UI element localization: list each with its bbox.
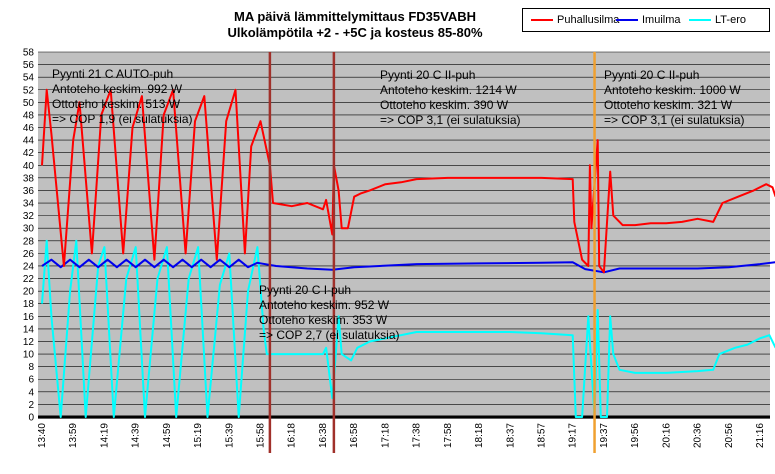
y-tick-label-2: 2 [28,400,34,411]
y-tick-label-14: 14 [23,324,35,335]
x-tick-label-20: 20:16 [661,423,672,448]
annotation-ii-puh-2-line-1: Pyynti 20 C II-puh [604,68,700,82]
x-tick-label-1: 13:59 [68,423,79,448]
y-tick-label-20: 20 [23,287,35,298]
annotation-auto-puh: Pyynti 21 C AUTO-puh Antoteho keskim. 99… [52,67,193,127]
annotation-i-puh-line-3: Ottoteho keskim. 353 W [259,313,388,327]
y-tick-label-44: 44 [23,136,35,147]
annotation-i-puh: Pyynti 20 C I-puh Antoteho keskim. 952 W… [259,283,400,343]
y-tick-label-16: 16 [23,312,35,323]
x-tick-label-9: 16:38 [318,423,329,448]
x-tick-label-13: 17:58 [443,423,454,448]
x-tick-label-23: 21:16 [755,423,766,448]
y-tick-label-4: 4 [28,387,34,398]
x-tick-label-18: 19:37 [599,423,610,448]
y-tick-label-18: 18 [23,299,35,310]
chart-title-line-1: MA päivä lämmittelymittaus FD35VABH [233,9,476,24]
y-tick-label-26: 26 [23,249,35,260]
annotation-auto-puh-line-3: Ottoteho keskim. 513 W [52,97,181,111]
annotation-ii-puh-2-line-2: Antoteho keskim. 1000 W [604,83,741,97]
legend-item-lt-ero: LT-ero [689,12,746,28]
x-tick-label-3: 14:39 [131,423,142,448]
y-tick-label-10: 10 [23,350,35,361]
legend-item-puhallusilma: Puhallusilma [531,12,619,28]
x-tick-label-6: 15:39 [224,423,235,448]
x-tick-label-21: 20:36 [693,423,704,448]
y-tick-label-0: 0 [28,413,34,424]
series-line-puhallusilma [41,88,775,274]
x-tick-label-15: 18:37 [505,423,516,448]
x-tick-label-11: 17:18 [380,423,391,448]
y-tick-label-12: 12 [23,337,35,348]
annotation-ii-puh-2-line-4: => COP 3,1 (ei sulatuksia) [604,113,745,127]
annotation-ii-puh-1-line-1: Pyynti 20 C II-puh [380,68,476,82]
x-tick-label-12: 17:38 [412,423,423,448]
y-tick-label-8: 8 [28,362,34,373]
y-tick-label-50: 50 [23,98,35,109]
y-tick-label-22: 22 [23,274,35,285]
y-tick-label-46: 46 [23,123,35,134]
x-tick-label-2: 14:19 [99,423,110,448]
y-tick-label-30: 30 [23,224,35,235]
annotation-ii-puh-1-line-2: Antoteho keskim. 1214 W [380,83,517,97]
annotation-auto-puh-line-4: => COP 1,9 (ei sulatuksia) [52,112,193,126]
annotation-auto-puh-line-2: Antoteho keskim. 992 W [52,82,183,96]
x-tick-label-0: 13:40 [37,423,48,448]
y-axis-tick-labels: 0246810121416182022242628303234363840424… [23,48,35,424]
y-tick-label-34: 34 [23,199,35,210]
y-tick-label-24: 24 [23,261,35,272]
annotation-ii-puh-2: Pyynti 20 C II-puh Antoteho keskim. 1000… [604,68,745,128]
legend-swatch-puhallusilma [531,19,553,21]
x-tick-label-16: 18:57 [536,423,547,448]
y-tick-label-40: 40 [23,161,35,172]
annotation-i-puh-line-2: Antoteho keskim. 952 W [259,298,390,312]
x-tick-label-22: 20:56 [724,423,735,448]
x-tick-label-19: 19:56 [630,423,641,448]
x-tick-label-4: 14:59 [162,423,173,448]
annotation-i-puh-line-1: Pyynti 20 C I-puh [259,283,352,297]
x-tick-label-14: 18:18 [474,423,485,448]
annotation-ii-puh-2-line-3: Ottoteho keskim. 321 W [604,98,733,112]
chart-title-line-2: Ulkolämpötila +2 - +5C ja kosteus 85-80% [227,25,483,40]
x-tick-label-5: 15:19 [193,423,204,448]
y-tick-label-28: 28 [23,236,35,247]
annotation-auto-puh-line-1: Pyynti 21 C AUTO-puh [52,67,174,81]
legend-label-puhallusilma: Puhallusilma [557,14,620,26]
chart-title: MA päivä lämmittelymittaus FD35VABH Ulko… [190,9,520,41]
x-tick-label-17: 19:17 [568,423,579,448]
x-axis-tick-labels: 13:40 13:59 14:19 14:39 14:59 15:19 15:39 15:58… [37,423,766,448]
legend-label-lt-ero: LT-ero [715,14,746,26]
annotation-ii-puh-1-line-4: => COP 3,1 (ei sulatuksia) [380,113,521,127]
y-tick-label-38: 38 [23,173,35,184]
y-tick-label-54: 54 [23,73,35,84]
plot-area [38,52,770,419]
vertical-markers [268,52,596,453]
legend-label-imuilma: Imuilma [642,14,681,26]
x-tick-label-8: 16:18 [287,423,298,448]
y-tick-label-36: 36 [23,186,35,197]
x-tick-label-7: 15:58 [256,423,267,448]
legend-item-imuilma: Imuilma [616,12,681,28]
series-line-lt-ero [41,239,775,418]
y-tick-label-32: 32 [23,211,35,222]
y-tick-label-58: 58 [23,48,35,59]
y-tick-label-52: 52 [23,85,35,96]
y-tick-label-56: 56 [23,60,35,71]
y-tick-label-42: 42 [23,148,35,159]
legend-swatch-lt-ero [689,19,711,21]
y-tick-label-48: 48 [23,110,35,121]
legend: Puhallusilma Imuilma LT-ero [522,8,770,32]
annotation-ii-puh-1-line-3: Ottoteho keskim. 390 W [380,98,509,112]
y-tick-label-6: 6 [28,375,34,386]
legend-swatch-imuilma [616,19,638,21]
annotation-ii-puh-1: Pyynti 20 C II-puh Antoteho keskim. 1214… [380,68,521,128]
x-tick-label-10: 16:58 [349,423,360,448]
annotation-i-puh-line-4: => COP 2,7 (ei sulatuksia) [259,328,400,342]
